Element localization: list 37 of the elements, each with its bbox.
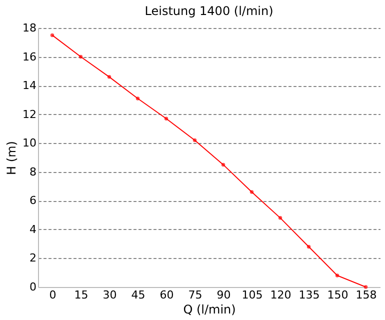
x-tick-label: 158 [356,288,377,302]
point [136,96,140,100]
y-tick-label: 12 [22,108,36,121]
x-tick-label: 0 [49,288,56,302]
point [335,274,340,278]
point [250,190,254,194]
point [306,244,311,249]
x-tick-label: 135 [298,288,320,302]
x-tick-label: 105 [242,288,263,302]
point [78,54,83,59]
point [164,116,168,121]
point [50,33,54,38]
chart-title: Leistung 1400 (l/min) [144,4,274,18]
x-tick-label: 150 [327,288,348,302]
point [107,75,112,79]
x-tick-label: 45 [131,288,146,302]
x-tick-label: 30 [102,288,117,302]
y-tick-label: 14 [22,79,36,92]
y-tick-label: 10 [22,136,36,150]
y-tick-label: 8 [30,165,36,178]
point [278,216,282,220]
x-tick-label: 90 [216,288,231,302]
y-tick-label: 18 [22,22,36,34]
point [192,138,197,142]
y-tick-label: 2 [30,252,36,265]
x-tick-label: 15 [74,288,88,302]
y-tick-label: 6 [30,194,36,208]
y-tick-label: 0 [30,280,36,294]
x-tick-label: 60 [160,288,174,302]
y-axis-title: H (m) [4,141,19,175]
x-tick-label: 75 [188,288,202,302]
y-tick-label: 16 [22,50,36,64]
x-tick-label: 120 [270,288,292,302]
point [221,162,226,167]
point [364,285,368,289]
y-tick-label: 4 [30,222,36,236]
x-axis-title: Q (l/min) [183,302,236,316]
